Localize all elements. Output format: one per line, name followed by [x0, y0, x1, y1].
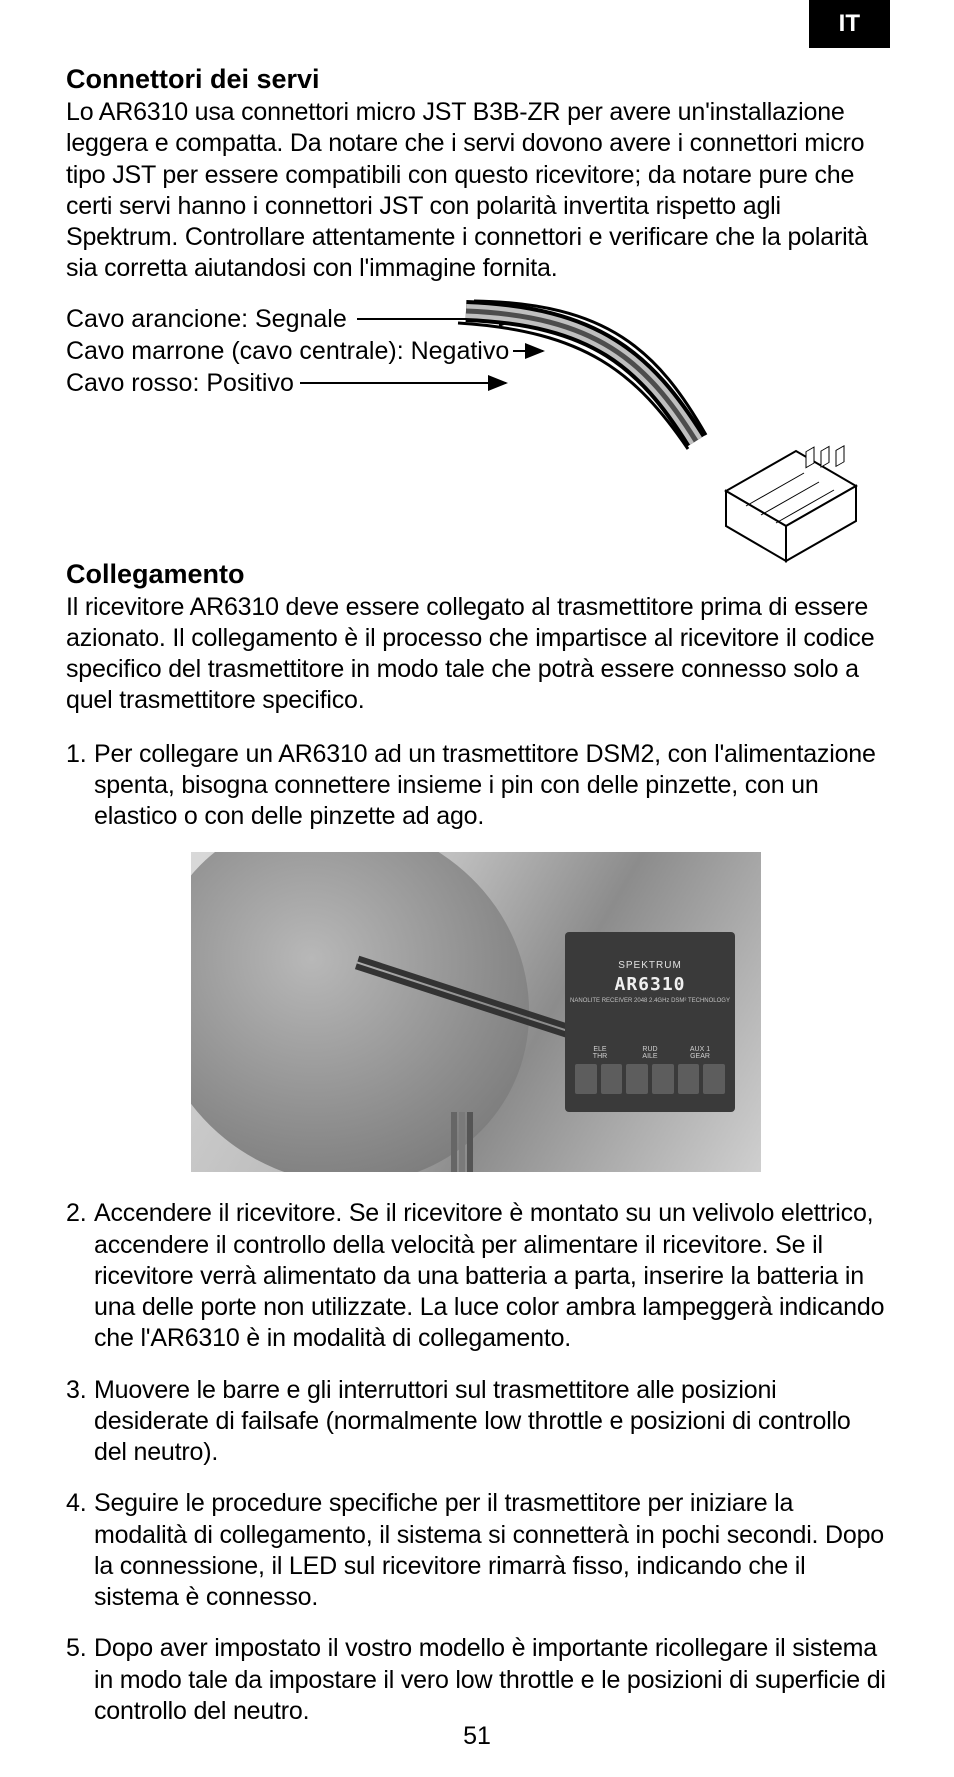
- receiver-ports: [575, 1064, 725, 1094]
- step-5-number: 5.: [66, 1633, 94, 1727]
- section-connettori: Connettori dei servi Lo AR6310 usa conne…: [66, 64, 886, 559]
- step-3: 3. Muovere le barre e gli interruttori s…: [66, 1375, 886, 1469]
- receiver-port-labels: ELE RUD AUX 1 THR AILE GEAR: [575, 1046, 725, 1060]
- port: [652, 1064, 674, 1094]
- step-5: 5. Dopo aver impostato il vostro modello…: [66, 1633, 886, 1727]
- port: [601, 1064, 623, 1094]
- section-collegamento: Collegamento Il ricevitore AR6310 deve e…: [66, 559, 886, 1728]
- step-4-text: Seguire le procedure specifiche per il t…: [94, 1488, 886, 1613]
- step-2-text: Accendere il ricevitore. Se il ricevitor…: [94, 1198, 886, 1354]
- heading-connettori: Connettori dei servi: [66, 64, 886, 95]
- port-label: AILE: [625, 1053, 675, 1060]
- body-collegamento: Il ricevitore AR6310 deve essere collega…: [66, 592, 886, 717]
- language-tab: IT: [809, 0, 890, 48]
- page-number: 51: [0, 1722, 954, 1751]
- receiver-model: AR6310: [565, 974, 735, 995]
- step-2: 2. Accendere il ricevitore. Se il ricevi…: [66, 1198, 886, 1354]
- photo-wrap: SPEKTRUM AR6310 NANOLITE RECEIVER 2048 2…: [66, 852, 886, 1172]
- photo-receiver: SPEKTRUM AR6310 NANOLITE RECEIVER 2048 2…: [565, 932, 735, 1112]
- page-content: Connettori dei servi Lo AR6310 usa conne…: [66, 64, 886, 1747]
- step-3-number: 3.: [66, 1375, 94, 1469]
- step-4: 4. Seguire le procedure specifiche per i…: [66, 1488, 886, 1613]
- receiver-subtitle: NANOLITE RECEIVER 2048 2.4GHz DSM² TECHN…: [565, 998, 735, 1004]
- port: [575, 1064, 597, 1094]
- step-5-text: Dopo aver impostato il vostro modello è …: [94, 1633, 886, 1727]
- port-label: GEAR: [675, 1053, 725, 1060]
- port: [626, 1064, 648, 1094]
- port-label: ELE: [575, 1046, 625, 1053]
- step-1-number: 1.: [66, 739, 94, 833]
- port-label: AUX 1: [675, 1046, 725, 1053]
- port: [703, 1064, 725, 1094]
- photo-wires: [451, 1112, 457, 1172]
- diagram-spacer: [66, 299, 886, 559]
- body-connettori: Lo AR6310 usa connettori micro JST B3B-Z…: [66, 97, 886, 285]
- step-4-number: 4.: [66, 1488, 94, 1613]
- port: [678, 1064, 700, 1094]
- port-label: THR: [575, 1053, 625, 1060]
- photo-hand: [191, 852, 564, 1172]
- steps-list: 1. Per collegare un AR6310 ad un trasmet…: [66, 739, 886, 1728]
- step-1: 1. Per collegare un AR6310 ad un trasmet…: [66, 739, 886, 833]
- binding-photo: SPEKTRUM AR6310 NANOLITE RECEIVER 2048 2…: [191, 852, 761, 1172]
- receiver-brand: SPEKTRUM: [565, 960, 735, 971]
- step-3-text: Muovere le barre e gli interruttori sul …: [94, 1375, 886, 1469]
- port-label: RUD: [625, 1046, 675, 1053]
- step-2-number: 2.: [66, 1198, 94, 1354]
- step-1-text: Per collegare un AR6310 ad un trasmettit…: [94, 739, 886, 833]
